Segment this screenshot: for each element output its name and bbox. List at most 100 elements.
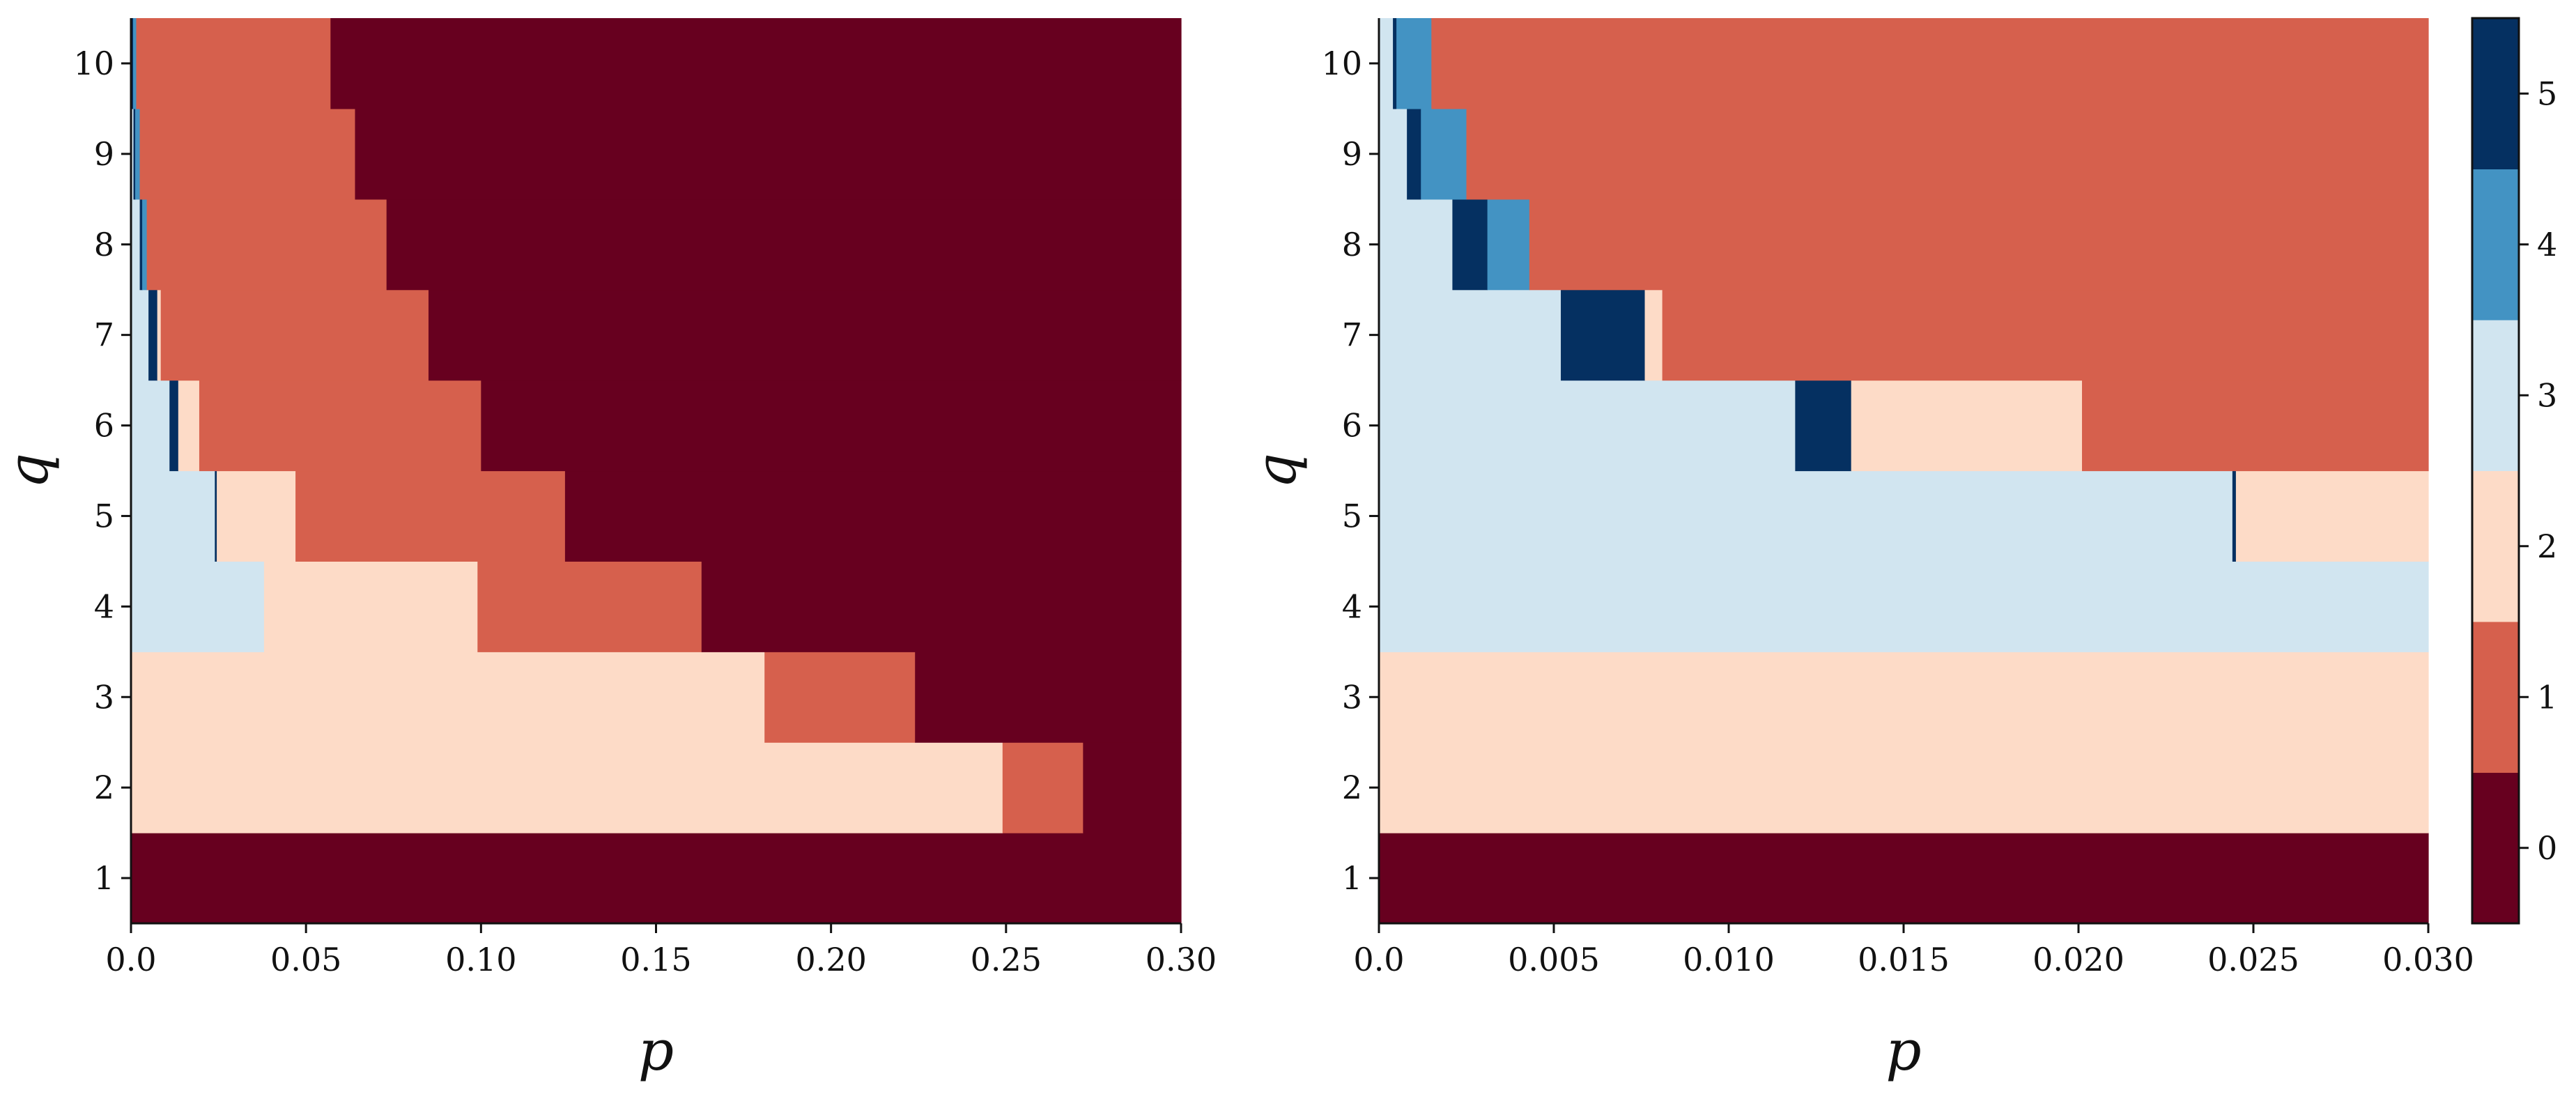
- x-tick-label: 0.15: [620, 941, 691, 978]
- colorbar-tick-label: 1: [2537, 678, 2557, 716]
- x-axis-title: p: [638, 1018, 674, 1083]
- heatmap-cell: [135, 108, 141, 200]
- heatmap-cell: [199, 380, 481, 472]
- heatmap-cell: [477, 561, 702, 652]
- heatmap-cell: [2082, 380, 2429, 472]
- y-tick-label: 5: [1342, 497, 1362, 534]
- heatmap-cell: [131, 289, 149, 381]
- x-tick-label: 0.30: [1146, 941, 1217, 978]
- colorbar-swatch: [2472, 772, 2519, 924]
- heatmap-cell: [178, 380, 200, 472]
- x-tick-label: 0.25: [971, 941, 1042, 978]
- heatmap-cell: [1379, 833, 2429, 924]
- heatmap-cell: [131, 108, 134, 200]
- heatmap-cell: [1561, 289, 1646, 381]
- heatmap-cell: [2232, 470, 2237, 562]
- heatmap-cell: [915, 652, 1182, 743]
- heatmap-cell: [142, 199, 148, 291]
- heatmap-cell: [481, 380, 1182, 472]
- y-tick-label: 1: [94, 859, 114, 897]
- colorbar: 0 1 2 3 4 5: [2471, 17, 2557, 925]
- right-heatmap-panel: 0.0 0.005 0.010 0.015 0.020 0.025 0.030 1 2 3 4 5 6 7…: [1244, 18, 2474, 1083]
- colorbar-tick-label: 5: [2537, 75, 2557, 112]
- heatmap-cell: [1379, 380, 1796, 472]
- x-axis-title: p: [1885, 1018, 1921, 1083]
- y-tick-label: 10: [1321, 45, 1362, 82]
- heatmap-cell: [1379, 18, 1394, 109]
- y-axis-title: q: [1244, 453, 1309, 488]
- x-tick-label: 0.0: [105, 941, 156, 978]
- heatmap-cell: [1379, 289, 1561, 381]
- heatmap-cell: [1644, 289, 1663, 381]
- heatmap-cell: [1379, 652, 2429, 743]
- heatmap-cell: [139, 108, 356, 200]
- heatmap-cell: [1083, 742, 1182, 833]
- heatmap-cell: [139, 199, 143, 291]
- colorbar-swatch: [2472, 622, 2519, 773]
- x-tick-label: 0.015: [1858, 941, 1950, 978]
- colorbar-swatch: [2472, 18, 2519, 169]
- heatmap-cell: [1396, 18, 1432, 109]
- heatmap-cell: [1466, 108, 2429, 200]
- colorbar-tick-label: 3: [2537, 376, 2557, 414]
- heatmap-cell: [133, 18, 137, 109]
- x-tick-label: 0.030: [2382, 941, 2474, 978]
- heatmap-cell: [169, 380, 179, 472]
- heatmap-cell: [131, 380, 170, 472]
- colorbar-swatch: [2472, 320, 2519, 471]
- heatmap-cell: [1487, 199, 1530, 291]
- heatmap-cell: [1379, 108, 1407, 200]
- y-tick-label: 8: [94, 226, 114, 263]
- heatmap-cell: [1795, 380, 1852, 472]
- x-tick-label: 0.020: [2033, 941, 2124, 978]
- y-tick-label: 5: [94, 497, 114, 534]
- y-tick-label: 6: [1342, 407, 1362, 445]
- y-tick-label: 2: [94, 769, 114, 806]
- heatmap-cell: [136, 18, 331, 109]
- heatmap-cell: [355, 108, 1182, 200]
- colorbar-tick-label: 0: [2537, 829, 2557, 867]
- colorbar-tick-label: 4: [2537, 226, 2557, 263]
- heatmap-cell: [215, 470, 217, 562]
- y-tick-label: 2: [1342, 769, 1362, 806]
- heatmap-cell: [1379, 199, 1453, 291]
- heatmap-cell: [133, 108, 137, 200]
- y-tick-label: 4: [1342, 587, 1362, 625]
- heatmap-cell: [1452, 199, 1488, 291]
- heatmap-cell: [131, 470, 216, 562]
- y-tick-label: 1: [1342, 859, 1362, 897]
- y-tick-label: 9: [94, 135, 114, 173]
- y-tick-label: 3: [94, 678, 114, 716]
- heatmap-cell: [1379, 561, 2429, 652]
- heatmap-cell: [131, 652, 765, 743]
- heatmap-cell: [1431, 18, 2429, 109]
- heatmap-cell: [428, 289, 1182, 381]
- colorbar-frame: [2471, 17, 2520, 925]
- heatmap-cell: [2235, 470, 2429, 562]
- y-tick-label: 6: [94, 407, 114, 445]
- heatmap-cell: [1393, 18, 1397, 109]
- heatmap-cell: [263, 561, 478, 652]
- y-tick-label: 7: [1342, 316, 1362, 354]
- heatmap-cell: [146, 199, 387, 291]
- heatmap-cell: [131, 561, 265, 652]
- heatmap-cell: [160, 289, 429, 381]
- heatmap-cell: [701, 561, 1182, 652]
- heatmap-cell: [131, 833, 1182, 924]
- heatmap-cell: [295, 470, 566, 562]
- heatmap-cell: [131, 742, 1003, 833]
- colorbar-swatch: [2472, 470, 2519, 622]
- y-axis-title: q: [0, 453, 61, 488]
- heatmap-cell: [1529, 199, 2429, 291]
- heatmap-cell: [148, 289, 158, 381]
- heatmap-cell: [330, 18, 1182, 109]
- heatmap-cell: [157, 289, 162, 381]
- heatmap-cell: [1662, 289, 2429, 381]
- heatmap-cell: [1421, 108, 1467, 200]
- heatmap-cell: [1407, 108, 1421, 200]
- colorbar-swatch: [2472, 169, 2519, 321]
- heatmap-cell: [132, 18, 134, 109]
- x-tick-label: 0.10: [445, 941, 516, 978]
- heatmap-cell: [217, 470, 296, 562]
- heatmap-cell: [1851, 380, 2083, 472]
